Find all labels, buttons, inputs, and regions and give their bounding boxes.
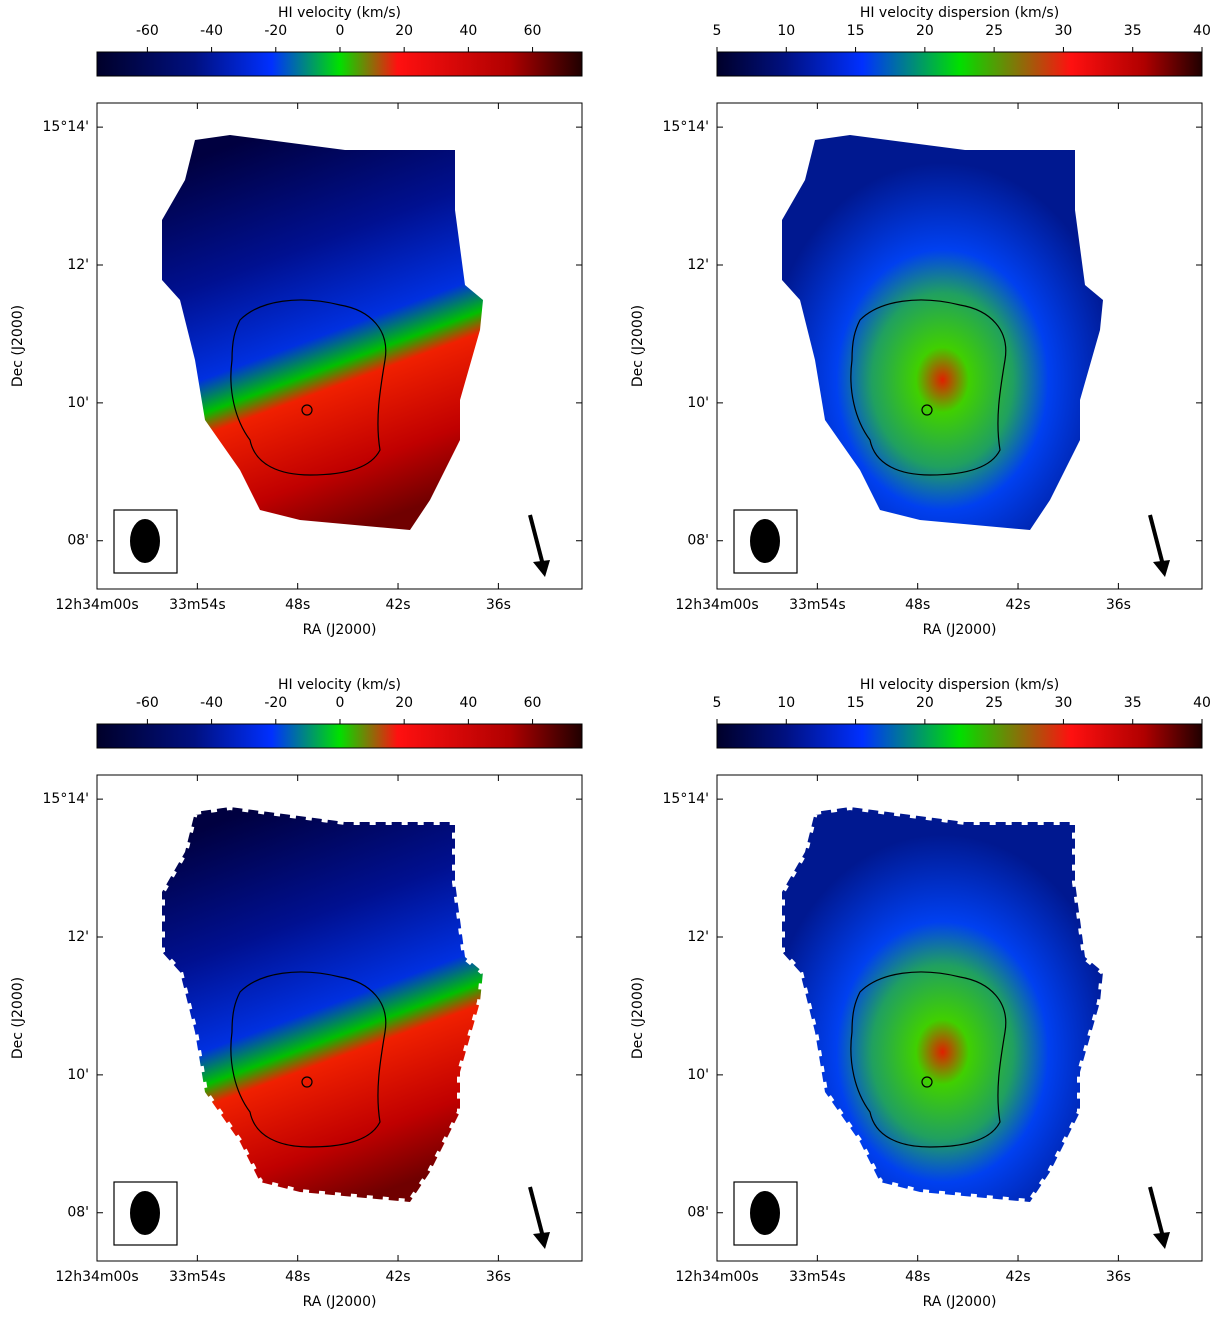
colorbar-tick-label: 5 [713, 23, 722, 39]
x-tick-label: 42s [1005, 1269, 1030, 1285]
x-axis-label: RA (J2000) [303, 1294, 377, 1310]
colorbar-tick-label: 40 [459, 695, 477, 711]
colorbar-tick-label: 35 [1124, 23, 1142, 39]
colorbar-tick-label: -60 [136, 23, 159, 39]
colorbar-tick-label: 25 [985, 23, 1003, 39]
x-axis-label: RA (J2000) [923, 622, 997, 638]
y-axis-label: Dec (J2000) [10, 305, 26, 387]
x-tick-label: 36s [1106, 597, 1131, 613]
colorbar-label: HI velocity (km/s) [278, 677, 401, 693]
colorbar-tick-label: 20 [916, 695, 934, 711]
y-tick-label: 08' [67, 1205, 89, 1221]
colorbar-tick-label: 40 [459, 23, 477, 39]
y-tick-label: 10' [67, 395, 89, 411]
y-axis-label: Dec (J2000) [630, 977, 646, 1059]
x-tick-label: 12h34m00s [675, 597, 758, 613]
map-frame [716, 102, 1203, 590]
x-tick-label: 36s [486, 597, 511, 613]
x-tick-label: 33m54s [789, 597, 846, 613]
x-tick-label: 48s [905, 1269, 930, 1285]
y-tick-label: 15°14' [663, 791, 709, 807]
y-tick-label: 15°14' [43, 119, 89, 135]
x-tick-label: 12h34m00s [675, 1269, 758, 1285]
colorbar-tick-label: 20 [395, 695, 413, 711]
colorbar [716, 51, 1203, 77]
colorbar-label: HI velocity dispersion (km/s) [860, 677, 1059, 693]
y-tick-label: 08' [67, 533, 89, 549]
x-tick-label: 33m54s [169, 1269, 226, 1285]
x-tick-label: 36s [486, 1269, 511, 1285]
y-tick-label: 08' [687, 1205, 709, 1221]
colorbar-tick-label: 40 [1193, 695, 1211, 711]
map-frame [716, 774, 1203, 1262]
colorbar-tick-label: -20 [264, 23, 287, 39]
colorbar [716, 723, 1203, 749]
x-tick-label: 33m54s [789, 1269, 846, 1285]
x-tick-label: 42s [385, 597, 410, 613]
colorbar [96, 51, 583, 77]
map-frame [96, 102, 583, 590]
y-tick-label: 10' [687, 1067, 709, 1083]
colorbar-tick-label: 5 [713, 695, 722, 711]
x-tick-label: 36s [1106, 1269, 1131, 1285]
y-tick-label: 12' [687, 929, 709, 945]
x-tick-label: 33m54s [169, 597, 226, 613]
x-axis-label: RA (J2000) [303, 622, 377, 638]
y-tick-label: 10' [67, 1067, 89, 1083]
y-tick-label: 10' [687, 395, 709, 411]
x-tick-label: 48s [285, 597, 310, 613]
colorbar-tick-label: 30 [1055, 23, 1073, 39]
colorbar-tick-label: 40 [1193, 23, 1211, 39]
x-tick-label: 48s [285, 1269, 310, 1285]
colorbar-tick-label: 60 [524, 23, 542, 39]
colorbar-label: HI velocity (km/s) [278, 5, 401, 21]
colorbar-tick-label: -40 [200, 23, 223, 39]
colorbar-tick-label: -20 [264, 695, 287, 711]
colorbar [96, 723, 583, 749]
colorbar-tick-label: 15 [847, 23, 865, 39]
x-tick-label: 12h34m00s [55, 597, 138, 613]
colorbar-tick-label: 20 [395, 23, 413, 39]
y-axis-label: Dec (J2000) [630, 305, 646, 387]
colorbar-tick-label: 0 [336, 695, 345, 711]
x-axis-label: RA (J2000) [923, 1294, 997, 1310]
colorbar-tick-label: 25 [985, 695, 1003, 711]
colorbar-tick-label: 0 [336, 23, 345, 39]
y-tick-label: 12' [67, 929, 89, 945]
colorbar-tick-label: -40 [200, 695, 223, 711]
colorbar-tick-label: 15 [847, 695, 865, 711]
colorbar-tick-label: 30 [1055, 695, 1073, 711]
colorbar-tick-label: -60 [136, 695, 159, 711]
x-tick-label: 42s [1005, 597, 1030, 613]
colorbar-tick-label: 10 [777, 695, 795, 711]
y-tick-label: 15°14' [43, 791, 89, 807]
map-frame [96, 774, 583, 1262]
y-axis-label: Dec (J2000) [10, 977, 26, 1059]
y-tick-label: 12' [67, 257, 89, 273]
x-tick-label: 12h34m00s [55, 1269, 138, 1285]
y-tick-label: 08' [687, 533, 709, 549]
colorbar-tick-label: 20 [916, 23, 934, 39]
colorbar-label: HI velocity dispersion (km/s) [860, 5, 1059, 21]
y-tick-label: 15°14' [663, 119, 709, 135]
y-tick-label: 12' [687, 257, 709, 273]
colorbar-tick-label: 35 [1124, 695, 1142, 711]
colorbar-tick-label: 60 [524, 695, 542, 711]
colorbar-tick-label: 10 [777, 23, 795, 39]
x-tick-label: 42s [385, 1269, 410, 1285]
x-tick-label: 48s [905, 597, 930, 613]
